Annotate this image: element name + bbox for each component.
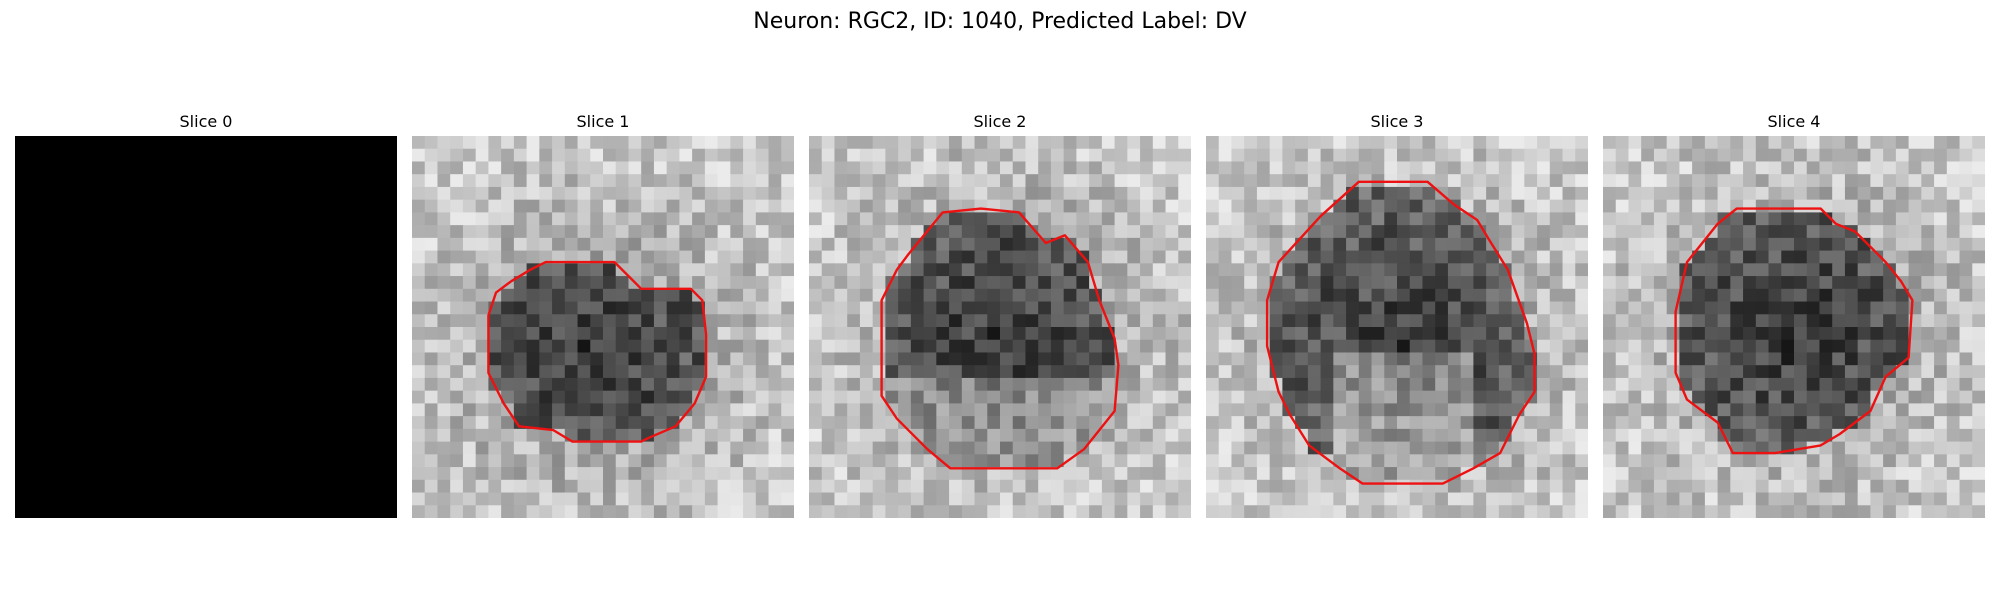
slice-image (809, 136, 1191, 518)
slice-title: Slice 1 (576, 112, 630, 131)
pixel-grid (1206, 136, 1588, 518)
slice-panel-3: Slice 3 (1206, 108, 1588, 518)
segmentation-contour (1674, 207, 1914, 455)
slice-image (1603, 136, 1985, 518)
slice-panel-1: Slice 1 (412, 108, 794, 518)
slice-panel-0: Slice 0 (15, 108, 397, 518)
image-background (15, 136, 397, 518)
slice-image (1206, 136, 1588, 518)
slice-title: Slice 0 (179, 112, 233, 131)
segmentation-contour (1265, 180, 1536, 485)
pixel-grid (412, 136, 794, 518)
segmentation-contour (880, 207, 1120, 470)
slice-panel-2: Slice 2 (809, 108, 1191, 518)
slice-title: Slice 3 (1370, 112, 1424, 131)
pixel-grid (809, 136, 1191, 518)
figure-title: Neuron: RGC2, ID: 1040, Predicted Label:… (753, 9, 1247, 34)
pixel-grid (1603, 136, 1985, 518)
slice-image (15, 136, 397, 518)
slice-title: Slice 2 (973, 112, 1027, 131)
segmentation-contour (487, 260, 708, 443)
slice-title: Slice 4 (1767, 112, 1821, 131)
slice-panel-4: Slice 4 (1603, 108, 1985, 518)
slice-image (412, 136, 794, 518)
